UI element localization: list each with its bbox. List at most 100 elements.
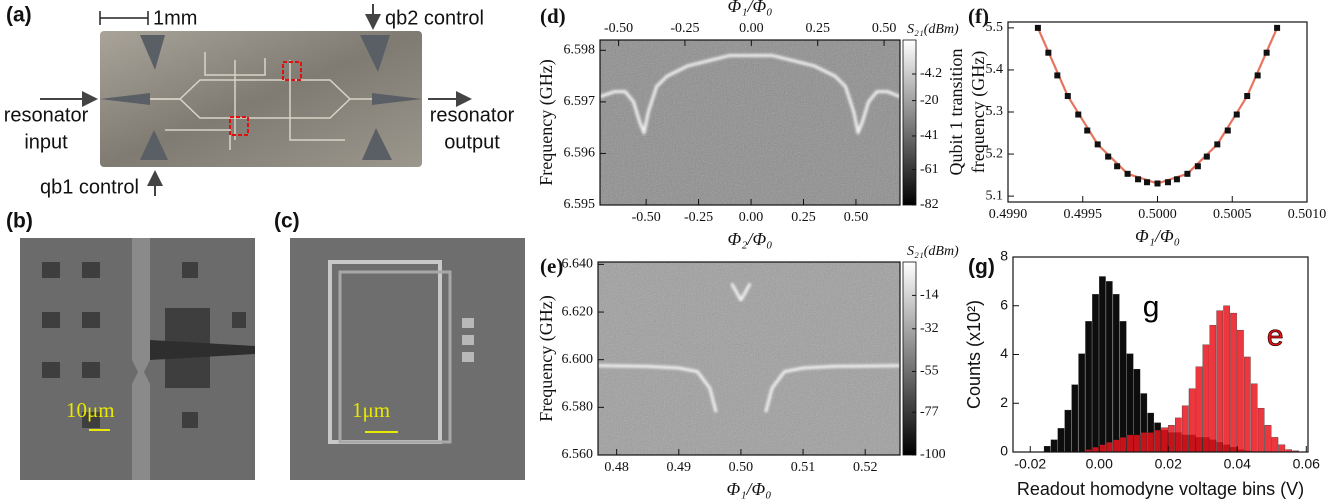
colorbar-tick-label: -32 xyxy=(920,321,939,336)
y-axis-title: Frequency (GHz) xyxy=(536,295,557,421)
charts: (d) -0.50 -0.25 0.00 0.25 0.50 6.595 6.596 6.597… xyxy=(536,0,1326,499)
histogram-bar xyxy=(1078,353,1086,453)
x-tick-label: 0.51 xyxy=(791,460,816,475)
data-point xyxy=(1135,176,1142,183)
scale-label: 1μm xyxy=(352,398,390,422)
y-tick-label: 6 xyxy=(1000,296,1008,312)
x-tick-label: 0.48 xyxy=(604,460,629,475)
plot-area xyxy=(1043,276,1299,453)
histogram-bar xyxy=(1112,439,1120,453)
histogram-bar xyxy=(1050,439,1058,453)
heatmap-noise xyxy=(600,40,900,205)
panel-label: (c) xyxy=(274,210,300,233)
scale-label: 10μm xyxy=(66,398,115,422)
histogram-bar xyxy=(1244,356,1251,453)
data-point xyxy=(1054,72,1061,79)
plot-frame xyxy=(1007,21,1308,203)
histogram-bar xyxy=(1175,417,1182,453)
histogram-bar xyxy=(1216,310,1224,453)
data-point xyxy=(1075,111,1082,118)
scale-label: 1mm xyxy=(153,7,197,29)
y-tick-label: 6.597 xyxy=(564,94,596,109)
series-label: g xyxy=(1143,290,1160,323)
histogram-bar xyxy=(1057,428,1065,453)
x2-tick-label: 0.25 xyxy=(805,21,830,36)
y-tick-label: 5.1 xyxy=(986,188,1004,203)
y-tick-label: 2 xyxy=(1000,394,1008,410)
y-tick-label: 4 xyxy=(1000,345,1008,361)
heatmap-noise xyxy=(598,262,900,455)
data-point xyxy=(1154,180,1161,187)
data-point xyxy=(1173,176,1180,183)
chart: (f) 0.4990 0.4995 0.5000 0.5005 0.5010 5.1 5.2 5… xyxy=(946,4,1326,246)
histogram-bar xyxy=(1064,409,1072,453)
series-label: e xyxy=(1267,320,1284,353)
histogram-bar xyxy=(1133,434,1141,453)
x2-tick-label: -0.25 xyxy=(670,21,699,36)
x-tick-label: 0.50 xyxy=(729,460,754,475)
y-tick-label: 8 xyxy=(1000,248,1008,264)
data-point xyxy=(1105,153,1112,160)
colorbar-tick-label: -100 xyxy=(920,447,946,462)
x-axis-title: Φ₁/Φ₀ xyxy=(727,479,772,499)
histogram-bar xyxy=(1271,437,1279,453)
panel-label: (b) xyxy=(6,210,33,233)
data-point xyxy=(1214,141,1221,148)
highlight-box xyxy=(229,116,249,136)
x-tick-label: -0.50 xyxy=(632,210,661,225)
panel-label: (d) xyxy=(540,4,566,28)
panel-label: (e) xyxy=(540,254,563,278)
x-tick-label: 0.5010 xyxy=(1288,207,1327,222)
x-axis-title: Φ₁/Φ₀ xyxy=(1135,226,1180,246)
data-point xyxy=(1263,49,1270,56)
colorbar-tick-label: -20 xyxy=(920,93,939,108)
data-point xyxy=(1144,179,1151,186)
fit-line xyxy=(1036,27,1279,185)
chip-photo xyxy=(100,31,422,167)
colorbar-title: S₂₁(dBm) xyxy=(907,244,959,259)
colorbar-tick-label: -82 xyxy=(920,197,939,212)
histogram-bar xyxy=(1043,445,1051,453)
histogram-bar xyxy=(1168,425,1175,453)
data-point xyxy=(1084,127,1091,134)
data-point xyxy=(1233,111,1240,118)
input-label: input xyxy=(24,131,68,153)
y-tick-label: 5.5 xyxy=(986,20,1004,35)
y-tick-label: 6.595 xyxy=(564,197,596,212)
x-axis-title: Readout homodyne voltage bins (V) xyxy=(1017,479,1304,499)
histogram-bar xyxy=(1147,432,1155,453)
x-tick-label: 0.02 xyxy=(1155,456,1182,472)
plot-area xyxy=(1034,24,1281,187)
data-point xyxy=(1184,170,1191,177)
output-label: resonator xyxy=(430,104,515,126)
x-tick-label: 0.4990 xyxy=(989,207,1028,222)
resonance-ridge xyxy=(597,364,718,413)
y-tick-label: 6.620 xyxy=(562,304,594,319)
histogram-bar xyxy=(1112,294,1120,453)
colorbar-title: S₂₁(dBm) xyxy=(907,22,959,37)
sem-junctions xyxy=(462,318,474,362)
data-point xyxy=(1114,163,1121,170)
qb1-label: qb1 control xyxy=(40,176,139,198)
plot-frame xyxy=(599,39,901,206)
histogram-bar xyxy=(1106,442,1113,453)
y-axis-title: Counts (x10²) xyxy=(964,300,984,409)
histogram-bar xyxy=(1119,321,1127,453)
input-label: resonator xyxy=(4,104,89,126)
y-tick-label: 6.598 xyxy=(564,43,596,58)
data-point xyxy=(1274,24,1281,31)
x-axis-title: Φ₂/Φ₀ xyxy=(728,229,773,249)
histogram-bar xyxy=(1230,312,1237,453)
histogram-bar xyxy=(1237,329,1244,453)
colorbar xyxy=(902,39,917,206)
panel-label: (a) xyxy=(6,4,32,27)
colorbar-tick-label: -41 xyxy=(920,128,939,143)
sem-loop xyxy=(338,270,452,444)
x-tick-label: 0.50 xyxy=(844,210,869,225)
histogram-bar xyxy=(1278,444,1286,453)
data-point xyxy=(1064,93,1071,100)
resonance-ridge xyxy=(764,364,901,413)
resonance-ridge xyxy=(730,282,752,302)
histogram-bar xyxy=(1154,429,1161,453)
